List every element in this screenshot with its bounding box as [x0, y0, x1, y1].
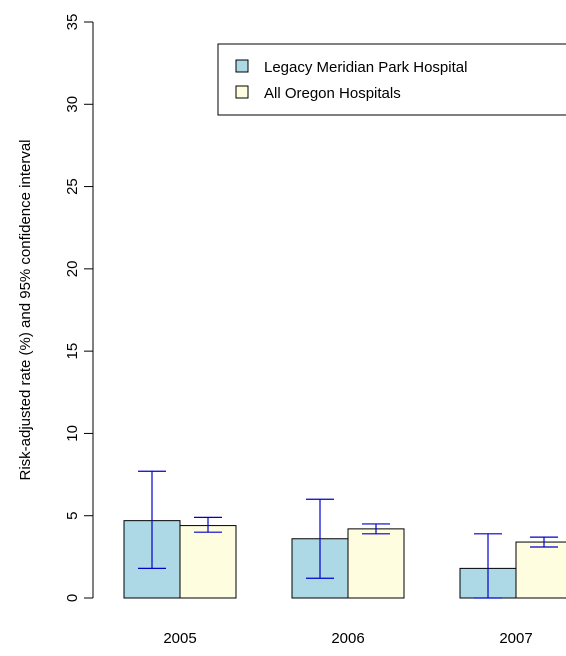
bar-2006-oregon: [347, 528, 405, 599]
error-bar-2007-legacy: [474, 533, 502, 599]
y-tick-label-30: 30: [64, 96, 81, 113]
x-tick-label-2006: 2006: [331, 630, 364, 647]
legend-label-legacy: Legacy Meridian Park Hospital: [264, 59, 467, 76]
error-bar-2005-legacy: [138, 470, 166, 569]
error-bar-2007-oregon: [530, 536, 558, 548]
y-tick-label-20: 20: [64, 261, 81, 278]
x-labels: 2005 2006 2007: [163, 630, 532, 647]
legend-swatch-oregon: [235, 85, 249, 99]
bar-2005-oregon: [179, 525, 237, 599]
x-tick-label-2005: 2005: [163, 630, 196, 647]
error-bar-2006-legacy: [306, 498, 334, 579]
y-tick-label-10: 10: [64, 425, 81, 442]
error-bar-2005-oregon: [194, 516, 222, 533]
y-ticks: 0 5 10 15 20 25 30 35: [64, 14, 93, 602]
legend-label-oregon: All Oregon Hospitals: [264, 85, 401, 102]
legend: Legacy Meridian Park Hospital All Oregon…: [217, 43, 566, 116]
y-tick-label-35: 35: [64, 14, 81, 31]
y-axis: 0 5 10 15 20 25 30 35 Risk-adjusted rate (%) an…: [17, 14, 94, 602]
y-tick-label-25: 25: [64, 178, 81, 195]
y-axis-label: Risk-adjusted rate (%) and 95% confidenc…: [17, 139, 34, 480]
legend-swatch-legacy: [235, 59, 249, 73]
bar-2007-oregon: [515, 541, 566, 599]
y-tick-label-5: 5: [64, 512, 81, 520]
y-tick-label-15: 15: [64, 343, 81, 360]
x-tick-label-2007: 2007: [499, 630, 532, 647]
error-bar-2006-oregon: [362, 523, 390, 535]
y-tick-label-0: 0: [64, 594, 81, 602]
bars: [123, 470, 566, 599]
legend-box: [217, 43, 566, 116]
